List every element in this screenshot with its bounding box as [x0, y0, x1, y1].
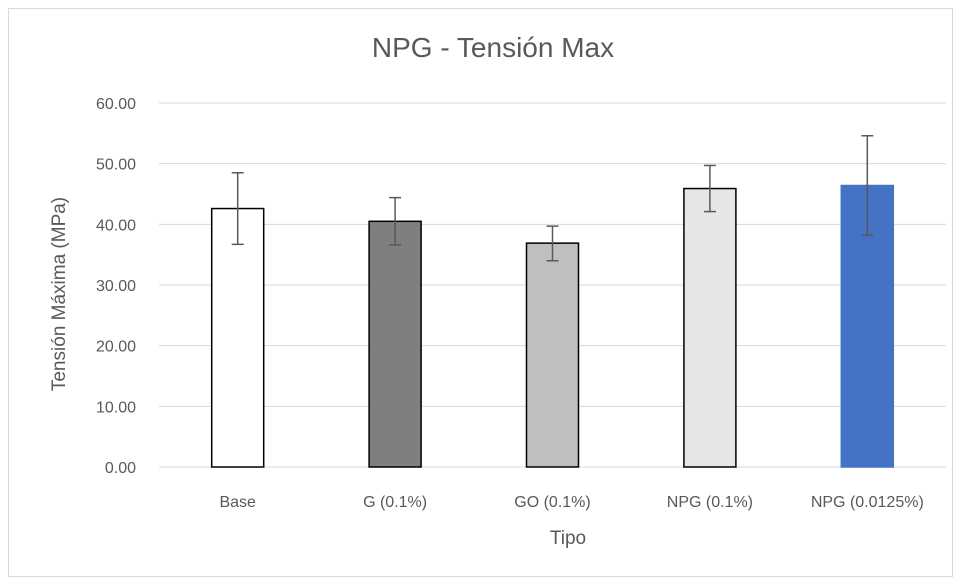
bar: [683, 187, 737, 468]
bar-chart: NPG - Tensión Max 0.00 10.00 20.00 30.00 40.…: [49, 32, 946, 549]
y-tick-label: 10.00: [96, 399, 136, 416]
x-tick-label: GO (0.1%): [514, 494, 590, 511]
bar: [525, 242, 580, 468]
x-axis-ticks: Base G (0.1%) GO (0.1%) NPG (0.1%) NPG (0.01…: [219, 494, 923, 511]
y-tick-label: 60.00: [96, 96, 136, 113]
error-bar: [389, 196, 402, 246]
y-tick-label: 50.00: [96, 157, 136, 174]
error-bar: [703, 164, 716, 213]
error-bar: [861, 135, 874, 237]
x-axis-title: Tipo: [550, 528, 586, 549]
x-tick-label: NPG (0.0125%): [811, 494, 924, 511]
y-tick-label: 20.00: [96, 339, 136, 356]
error-bar: [231, 172, 244, 246]
y-tick-label: 0.00: [105, 460, 136, 477]
x-tick-label: Base: [219, 494, 256, 511]
x-tick-label: G (0.1%): [363, 494, 427, 511]
y-axis-ticks: 0.00 10.00 20.00 30.00 40.00 50.00 60.00: [96, 96, 136, 477]
x-tick-label: NPG (0.1%): [667, 494, 753, 511]
error-bar: [546, 225, 559, 262]
y-tick-label: 40.00: [96, 217, 136, 234]
y-tick-label: 30.00: [96, 278, 136, 295]
bars: [210, 184, 895, 468]
bar: [210, 207, 265, 468]
bar: [368, 220, 422, 468]
chart-frame: NPG - Tensión Max 0.00 10.00 20.00 30.00 40.…: [8, 8, 953, 577]
y-axis-title: Tensión Máxima (MPa): [49, 197, 70, 391]
chart-title: NPG - Tensión Max: [372, 32, 614, 63]
error-bars: [231, 135, 874, 262]
